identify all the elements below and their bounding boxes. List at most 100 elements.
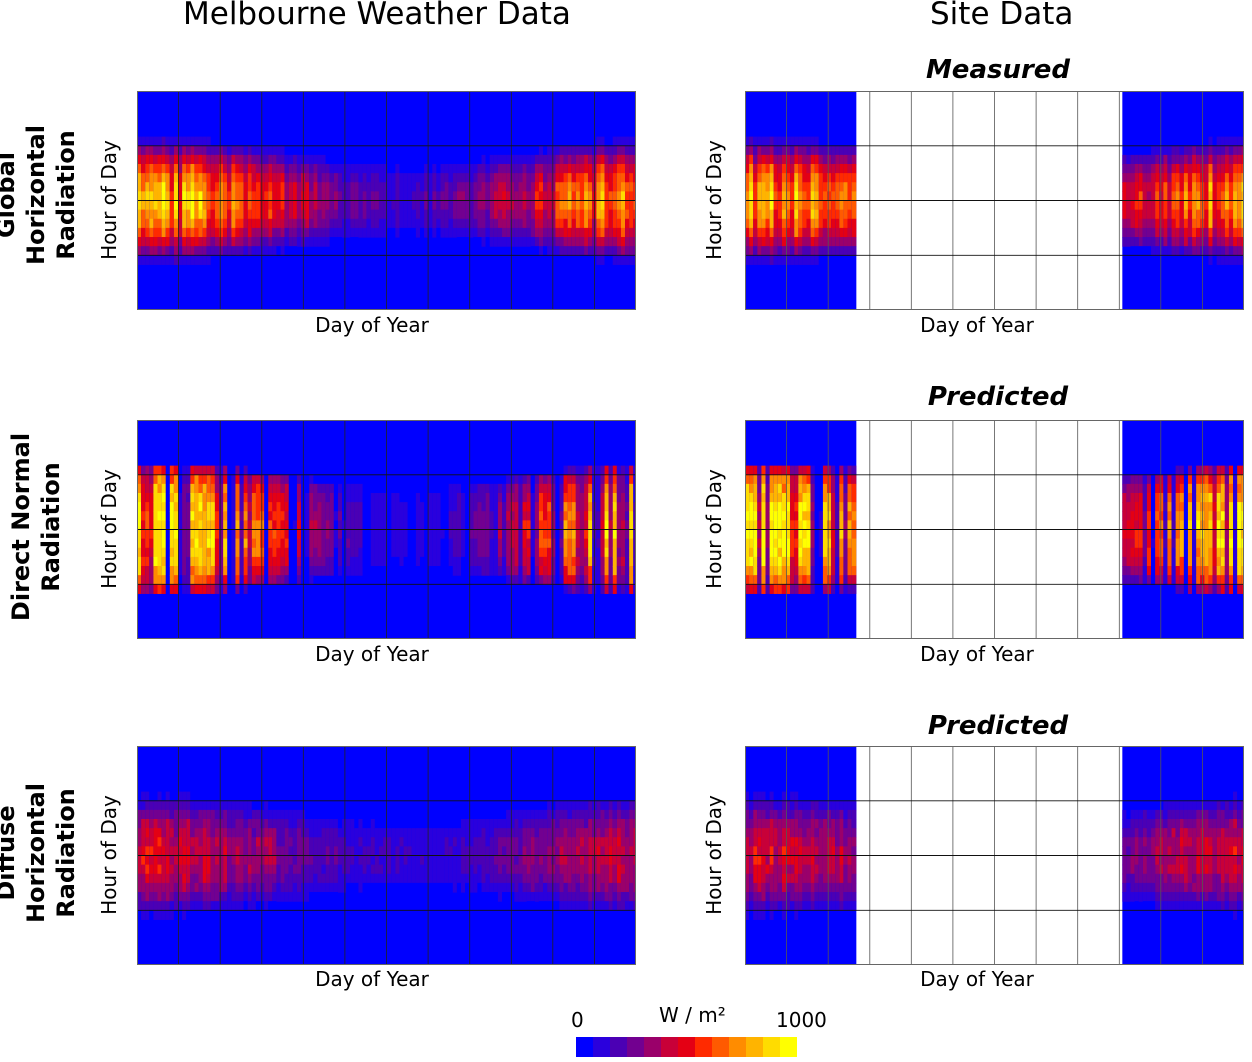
heatmap-cell — [276, 529, 282, 540]
heatmap-cell — [399, 218, 405, 229]
heatmap-cell — [141, 164, 146, 174]
heatmap-cell — [620, 200, 626, 211]
heatmap-cell — [202, 846, 208, 857]
heatmap-cell — [448, 547, 454, 558]
heatmap-cell — [551, 474, 556, 485]
heatmap-cell — [313, 511, 319, 521]
heatmap-cell — [198, 136, 204, 147]
heatmap-cell — [777, 145, 783, 156]
heatmap-cell — [157, 566, 163, 576]
heatmap-cell — [296, 154, 302, 165]
heatmap-cell — [173, 855, 179, 866]
heatmap-cell — [235, 227, 241, 238]
heatmap-cell — [169, 136, 175, 147]
heatmap-cell — [1151, 227, 1156, 238]
heatmap-cell — [1122, 191, 1128, 202]
heatmap-cell — [633, 529, 636, 540]
heatmap-cell — [1204, 154, 1210, 165]
heatmap-cell — [157, 164, 163, 174]
heatmap-cell — [387, 547, 392, 558]
heatmap-cell — [325, 164, 331, 174]
heatmap-cell — [288, 173, 294, 183]
heatmap-cell — [851, 237, 857, 247]
heatmap-cell — [313, 227, 319, 238]
heatmap-cell — [157, 901, 163, 911]
heatmap-cell — [814, 191, 820, 202]
heatmap-cell — [161, 809, 167, 820]
heatmap-cell — [806, 191, 812, 202]
heatmap-cell — [206, 584, 212, 594]
heatmap-cell — [506, 547, 511, 558]
heatmap-cell — [608, 584, 614, 594]
heatmap-cell — [145, 520, 150, 531]
heatmap-cell — [198, 209, 204, 220]
heatmap-cell — [1146, 227, 1152, 238]
heatmap-cell — [745, 246, 750, 256]
heatmap-cell — [485, 200, 491, 211]
heatmap-cell — [305, 227, 310, 238]
heatmap-cell — [1228, 237, 1234, 247]
heatmap-cell — [761, 529, 767, 540]
heatmap-cell — [761, 520, 767, 531]
heatmap-cell — [1134, 173, 1140, 183]
heatmap-cell — [625, 255, 630, 265]
heatmap-cell — [1220, 511, 1226, 521]
heatmap-cell — [802, 237, 808, 247]
heatmap-cell — [173, 547, 179, 558]
heatmap-cell — [761, 145, 767, 156]
heatmap-cell — [506, 511, 511, 521]
heatmap-cell — [399, 173, 405, 183]
heatmap-cell — [563, 529, 569, 540]
heatmap-cell — [1151, 538, 1156, 549]
heatmap-cell — [251, 575, 257, 585]
heatmap-cell — [831, 164, 836, 174]
heatmap-cell — [145, 511, 150, 521]
heatmap-cell — [579, 566, 585, 576]
heatmap-cell — [575, 556, 581, 567]
heatmap-cell — [264, 200, 269, 211]
heatmap-cell — [223, 892, 228, 902]
heatmap-cell — [370, 566, 376, 576]
heatmap-cell — [333, 209, 339, 220]
heatmap-cell — [419, 182, 425, 192]
heatmap-cell — [477, 173, 483, 183]
heatmap-cell — [790, 511, 795, 521]
heatmap-cell — [411, 182, 417, 192]
heatmap-cell — [794, 218, 799, 229]
heatmap-cell — [1220, 191, 1226, 202]
heatmap-cell — [173, 145, 179, 156]
heatmap-cell — [260, 566, 265, 576]
heatmap-cell — [608, 237, 614, 247]
heatmap-cell — [1187, 173, 1193, 183]
heatmap-cell — [1167, 209, 1173, 220]
heatmap-cell — [831, 493, 836, 503]
heatmap-cell — [1208, 218, 1214, 229]
heatmap-cell — [354, 511, 360, 521]
heatmap-cell — [239, 529, 245, 540]
heatmap-cell — [822, 191, 828, 202]
heatmap-cell — [391, 556, 396, 567]
heatmap-cell — [551, 182, 556, 192]
heatmap-cell — [559, 237, 565, 247]
heatmap-cell — [629, 154, 634, 165]
heatmap-cell — [1187, 227, 1193, 238]
heatmap-cell — [173, 809, 179, 820]
heatmap-cell — [182, 910, 187, 920]
heatmap-cell — [839, 483, 845, 494]
heatmap-cell — [1212, 173, 1218, 183]
heatmap-cell — [186, 800, 191, 811]
heatmap-cell — [391, 502, 396, 512]
heatmap-cell — [534, 209, 540, 220]
heatmap-cell — [510, 547, 515, 558]
heatmap-cell — [616, 520, 622, 531]
heatmap-cell — [309, 154, 314, 165]
heatmap-cell — [769, 547, 775, 558]
heatmap-cell — [822, 145, 828, 156]
heatmap-cell — [280, 502, 286, 512]
heatmap-cell — [1171, 502, 1177, 512]
heatmap-cell — [543, 511, 548, 521]
heatmap-cell — [1159, 182, 1164, 192]
heatmap-cell — [839, 218, 845, 229]
heatmap-cell — [325, 511, 331, 521]
heatmap-cell — [141, 483, 146, 494]
